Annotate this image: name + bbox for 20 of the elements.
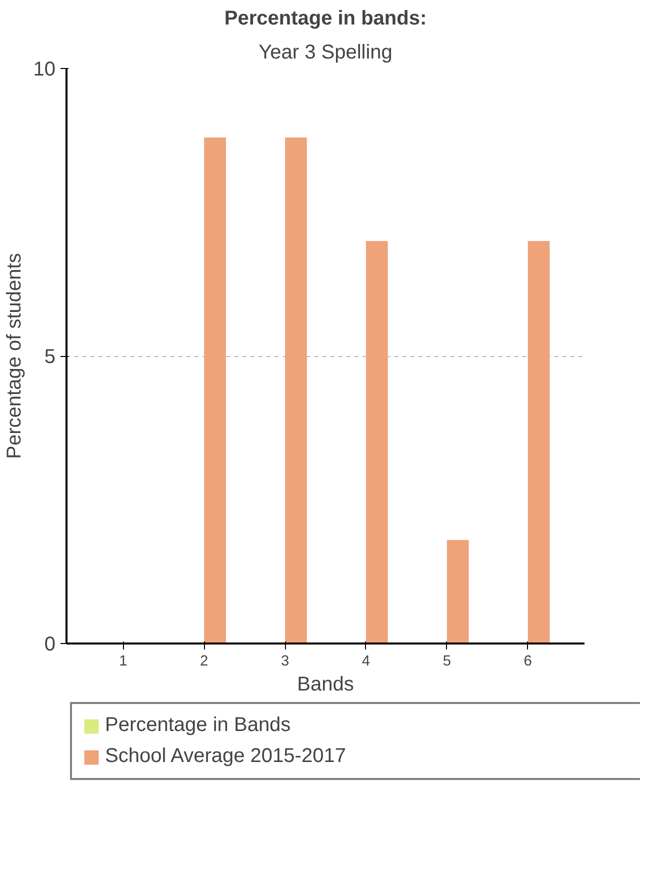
- x-tick-label: 3: [280, 654, 290, 670]
- bar: [204, 138, 226, 644]
- y-axis-title: Percentage of students: [3, 253, 26, 459]
- y-tick-label: 5: [44, 346, 56, 368]
- y-tick-label: 0: [44, 634, 56, 656]
- chart-subtitle: Year 3 Spelling: [258, 42, 392, 64]
- x-tick-label: 2: [200, 654, 208, 670]
- bar: [285, 138, 307, 644]
- legend-label: School Average 2015-2017: [105, 745, 347, 768]
- x-tick-label: 5: [442, 654, 451, 670]
- chart-title: Percentage in bands:: [224, 8, 427, 30]
- x-axis-title: Bands: [297, 674, 354, 696]
- y-tick-label: 10: [33, 58, 56, 80]
- x-tick-label: 6: [524, 654, 532, 670]
- x-tick-label: 4: [362, 654, 370, 670]
- legend-label: Percentage in Bands: [105, 714, 292, 737]
- bar: [366, 241, 388, 644]
- x-tick-label: 1: [119, 654, 128, 670]
- bar: [528, 241, 550, 644]
- bar: [446, 540, 469, 644]
